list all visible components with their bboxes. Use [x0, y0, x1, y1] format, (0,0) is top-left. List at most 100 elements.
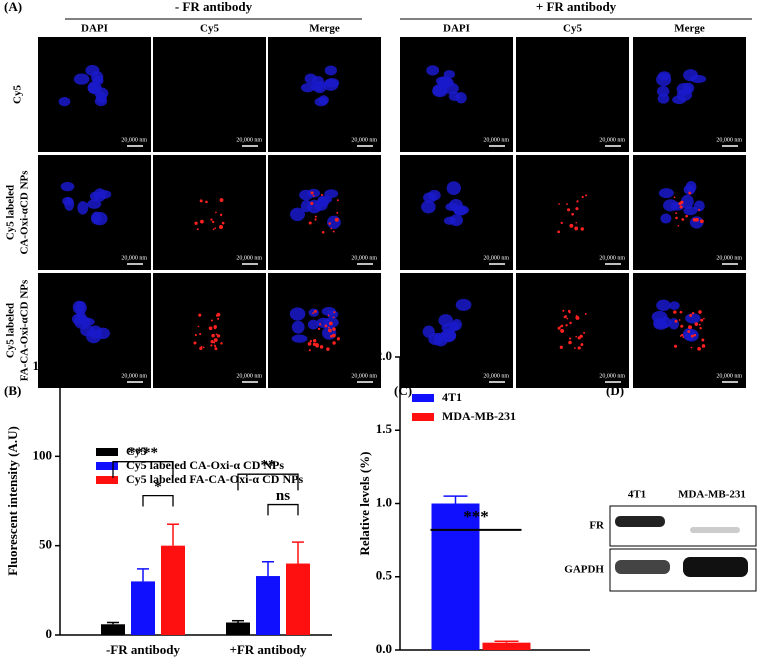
- nucleus: [669, 301, 680, 310]
- nucleus: [443, 69, 455, 79]
- red-signal: [558, 203, 560, 205]
- red-signal: [217, 317, 220, 320]
- red-signal: [312, 312, 315, 315]
- red-signal: [332, 333, 336, 338]
- nucleus: [94, 87, 109, 100]
- micrograph: [516, 155, 629, 270]
- nucleus: [93, 188, 106, 202]
- scale-bar-label: 20,000 nm: [121, 137, 147, 143]
- red-signal: [690, 346, 693, 349]
- nucleus: [327, 215, 341, 229]
- red-signal: [200, 219, 204, 224]
- nucleus: [289, 307, 306, 321]
- panel-label: (A): [4, 0, 22, 14]
- nucleus: [314, 97, 328, 107]
- column-header: DAPI: [443, 23, 470, 35]
- y-tick-label: 0.0: [376, 641, 392, 656]
- red-signal: [568, 340, 572, 345]
- row-label: Cy5: [12, 85, 24, 104]
- red-signal: [697, 346, 701, 351]
- bar: [101, 624, 125, 635]
- band: [615, 560, 670, 574]
- scale-bar-label: 20,000 nm: [599, 137, 625, 143]
- red-signal: [673, 344, 678, 348]
- nucleus: [307, 319, 319, 330]
- red-signal: [557, 326, 561, 330]
- red-signal: [580, 227, 584, 231]
- scale-bar-label: 20,000 nm: [599, 255, 625, 261]
- bar: [286, 563, 310, 635]
- nucleus: [299, 189, 314, 201]
- nucleus: [658, 188, 674, 199]
- red-signal: [215, 314, 219, 317]
- micrograph: [268, 37, 381, 152]
- red-signal: [312, 339, 317, 343]
- significance-bracket: [142, 494, 174, 507]
- red-signal: [332, 327, 336, 331]
- significance-bracket: [112, 461, 174, 478]
- y-tick-label: 100: [33, 447, 53, 462]
- nucleus: [455, 298, 472, 311]
- nucleus: [94, 96, 108, 107]
- red-signal: [334, 217, 339, 222]
- nucleus: [683, 69, 698, 82]
- nucleus: [317, 195, 333, 204]
- red-signal: [324, 324, 328, 328]
- red-signal: [687, 330, 691, 333]
- red-signal: [560, 329, 564, 333]
- nucleus: [682, 82, 695, 94]
- red-signal: [210, 344, 213, 347]
- legend-swatch: [412, 413, 434, 421]
- red-signal: [314, 218, 317, 221]
- nucleus: [58, 97, 71, 107]
- nucleus: [324, 65, 337, 76]
- scale-bar-label: 20,000 nm: [483, 373, 509, 379]
- red-signal: [321, 230, 325, 234]
- bar: [161, 545, 185, 635]
- red-signal: [310, 191, 314, 195]
- red-signal: [210, 319, 214, 322]
- row-label: Cy5 labeled: [5, 185, 17, 240]
- red-signal: [308, 349, 311, 352]
- scale-bar-label: 20,000 nm: [351, 255, 377, 261]
- nucleus: [74, 315, 90, 329]
- red-signal: [559, 345, 563, 349]
- scale-bar-label: 20,000 nm: [236, 255, 262, 261]
- nucleus: [311, 75, 324, 87]
- nucleus: [660, 213, 672, 224]
- nucleus: [432, 85, 448, 98]
- nucleus: [683, 184, 696, 195]
- nucleus: [656, 85, 670, 97]
- significance-label: ns: [276, 488, 290, 504]
- bar: [256, 576, 280, 635]
- red-signal: [577, 346, 581, 350]
- red-signal: [208, 326, 213, 331]
- row-label: CA-Oxi-αCD NPs: [19, 170, 31, 255]
- red-signal: [327, 326, 330, 329]
- red-signal: [575, 221, 578, 224]
- red-signal: [569, 223, 574, 228]
- red-signal: [307, 342, 312, 346]
- red-signal: [194, 333, 197, 337]
- scale-bar-label: 20,000 nm: [351, 137, 377, 143]
- nucleus: [446, 181, 461, 196]
- row-label: Cy5 labeled: [5, 303, 17, 358]
- row-label: FA-CA-Oxi-αCD NPs: [19, 279, 31, 381]
- red-signal: [329, 335, 333, 338]
- nucleus: [291, 320, 305, 334]
- nucleus: [657, 93, 670, 104]
- red-signal: [571, 212, 574, 216]
- red-signal: [319, 323, 322, 326]
- red-signal: [333, 311, 336, 314]
- red-signal: [214, 345, 217, 348]
- nucleus: [316, 317, 331, 329]
- legend-swatch: [412, 394, 434, 402]
- red-signal: [680, 324, 684, 328]
- red-signal: [560, 324, 564, 328]
- nucleus: [693, 200, 705, 212]
- red-signal: [332, 230, 335, 233]
- red-signal: [196, 228, 199, 231]
- red-signal: [575, 207, 579, 211]
- nucleus: [422, 325, 435, 338]
- red-signal: [567, 208, 571, 212]
